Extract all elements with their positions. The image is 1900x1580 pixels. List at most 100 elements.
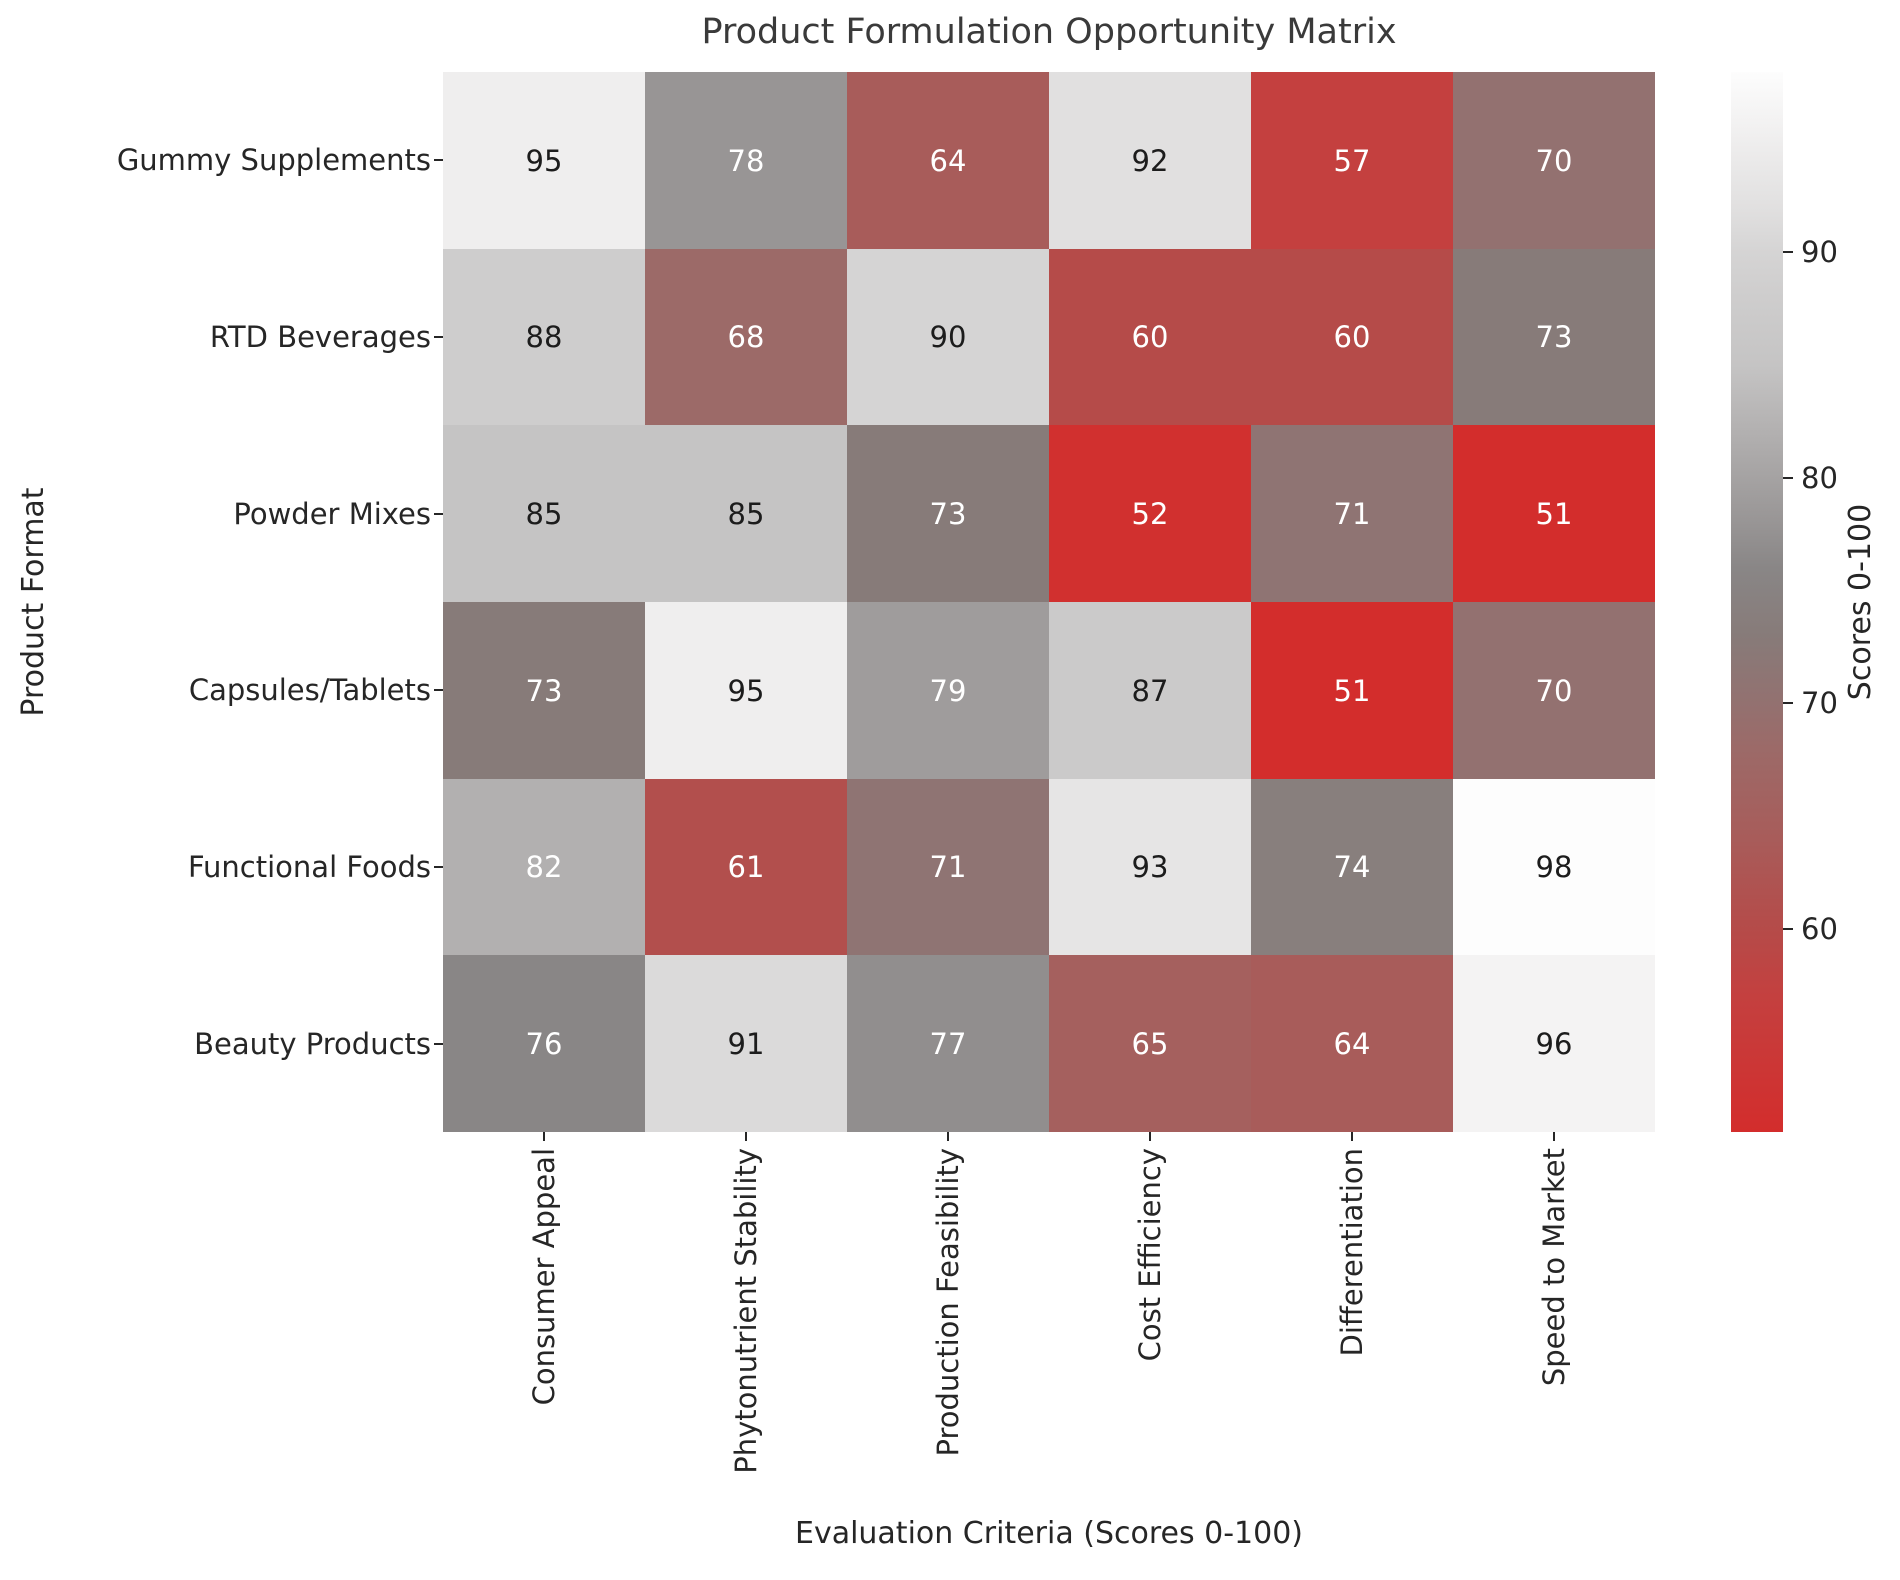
cell-value: 70 xyxy=(1535,673,1573,708)
x-tick-label: Phytonutrient Stability xyxy=(729,1148,763,1474)
cell-value: 74 xyxy=(1333,850,1371,884)
cell-value: 93 xyxy=(1131,850,1169,884)
heatmap-cell: 60 xyxy=(1251,249,1453,425)
x-tick-label: Cost Efficiency xyxy=(1133,1148,1167,1362)
cell-value: 51 xyxy=(1333,673,1371,708)
cell-value: 88 xyxy=(525,320,563,354)
cell-value: 61 xyxy=(727,850,765,884)
colorbar-tick-label: 60 xyxy=(1801,912,1838,947)
cell-value: 82 xyxy=(525,850,563,884)
cell-value: 51 xyxy=(1535,496,1573,531)
cell-value: 79 xyxy=(929,673,967,708)
x-tick-label: Production Feasibility xyxy=(931,1148,965,1457)
colorbar-gradient xyxy=(1731,72,1783,1132)
heatmap-cell: 96 xyxy=(1453,955,1655,1132)
colorbar-tick-mark xyxy=(1783,928,1793,930)
cell-value: 77 xyxy=(929,1026,967,1061)
heatmap-cell: 77 xyxy=(847,955,1049,1132)
x-tick-label: Differentiation xyxy=(1335,1148,1369,1357)
cell-value: 65 xyxy=(1131,1026,1169,1061)
x-tick-mark xyxy=(1553,1132,1555,1141)
cell-value: 92 xyxy=(1131,143,1169,178)
cell-value: 76 xyxy=(525,1026,563,1061)
x-tick-label: Consumer Appeal xyxy=(527,1148,561,1406)
cell-value: 52 xyxy=(1131,496,1169,531)
heatmap-cell: 85 xyxy=(645,425,847,602)
heatmap-cell: 68 xyxy=(645,249,847,425)
heatmap-cell: 60 xyxy=(1049,249,1251,425)
heatmap-cell: 79 xyxy=(847,602,1049,779)
cell-value: 64 xyxy=(1333,1026,1371,1061)
cell-value: 73 xyxy=(1535,320,1573,354)
heatmap-cell: 82 xyxy=(443,779,645,955)
x-tick-label: Speed to Market xyxy=(1537,1148,1571,1387)
cell-value: 71 xyxy=(1333,496,1371,531)
cell-value: 90 xyxy=(929,320,967,354)
cell-value: 95 xyxy=(525,143,563,178)
heatmap-cell: 64 xyxy=(847,72,1049,249)
heatmap-cell: 65 xyxy=(1049,955,1251,1132)
heatmap-cell: 92 xyxy=(1049,72,1251,249)
x-axis-label: Evaluation Criteria (Scores 0-100) xyxy=(794,1516,1304,1551)
heatmap-cell: 78 xyxy=(645,72,847,249)
colorbar-tick-label: 80 xyxy=(1801,460,1838,495)
y-tick-mark xyxy=(434,159,443,161)
x-tick-mark xyxy=(745,1132,747,1141)
heatmap-cell: 51 xyxy=(1251,602,1453,779)
heatmap-cell: 57 xyxy=(1251,72,1453,249)
cell-value: 73 xyxy=(929,496,967,531)
cell-value: 96 xyxy=(1535,1026,1573,1061)
heatmap-cell: 70 xyxy=(1453,602,1655,779)
cell-value: 57 xyxy=(1333,143,1371,178)
y-axis-label: Product Format xyxy=(16,487,51,717)
cell-value: 60 xyxy=(1131,320,1169,354)
y-tick-mark xyxy=(434,689,443,691)
colorbar-label: Scores 0-100 xyxy=(1843,503,1878,701)
colorbar-tick-label: 70 xyxy=(1801,686,1838,721)
heatmap-cell: 95 xyxy=(443,72,645,249)
cell-value: 60 xyxy=(1333,320,1371,354)
heatmap-cell: 76 xyxy=(443,955,645,1132)
colorbar-tick-mark xyxy=(1783,477,1793,479)
heatmap-cell: 85 xyxy=(443,425,645,602)
y-tick-label: Functional Foods xyxy=(187,850,431,884)
heatmap-cell: 88 xyxy=(443,249,645,425)
heatmap-cell: 61 xyxy=(645,779,847,955)
cell-value: 85 xyxy=(525,496,563,531)
cell-value: 85 xyxy=(727,496,765,531)
cell-value: 70 xyxy=(1535,143,1573,178)
cell-value: 73 xyxy=(525,673,563,708)
heatmap-cell: 71 xyxy=(1251,425,1453,602)
cell-value: 95 xyxy=(727,673,765,708)
y-tick-label: Capsules/Tablets xyxy=(188,673,431,708)
heatmap-cell: 73 xyxy=(1453,249,1655,425)
heatmap-cell: 70 xyxy=(1453,72,1655,249)
x-tick-mark xyxy=(1149,1132,1151,1141)
heatmap-cell: 93 xyxy=(1049,779,1251,955)
y-tick-mark xyxy=(434,336,443,338)
heatmap-cell: 90 xyxy=(847,249,1049,425)
heatmap-cell: 95 xyxy=(645,602,847,779)
heatmap-cell: 73 xyxy=(443,602,645,779)
chart-title: Product Formulation Opportunity Matrix xyxy=(701,12,1397,52)
heatmap-cell: 87 xyxy=(1049,602,1251,779)
y-tick-label: Powder Mixes xyxy=(233,496,431,531)
x-tick-mark xyxy=(1351,1132,1353,1141)
heatmap-cell: 74 xyxy=(1251,779,1453,955)
colorbar-tick-mark xyxy=(1783,251,1793,253)
x-tick-mark xyxy=(543,1132,545,1141)
cell-value: 64 xyxy=(929,143,967,178)
heatmap-cell: 64 xyxy=(1251,955,1453,1132)
heatmap-cell: 98 xyxy=(1453,779,1655,955)
cell-value: 71 xyxy=(929,850,967,884)
cell-value: 68 xyxy=(727,320,765,354)
x-tick-mark xyxy=(947,1132,949,1141)
heatmap-cell: 51 xyxy=(1453,425,1655,602)
cell-value: 91 xyxy=(727,1026,765,1061)
heatmap-cell: 52 xyxy=(1049,425,1251,602)
y-tick-mark xyxy=(434,513,443,515)
heatmap-cell: 73 xyxy=(847,425,1049,602)
colorbar-tick-mark xyxy=(1783,702,1793,704)
cell-value: 87 xyxy=(1131,673,1169,708)
